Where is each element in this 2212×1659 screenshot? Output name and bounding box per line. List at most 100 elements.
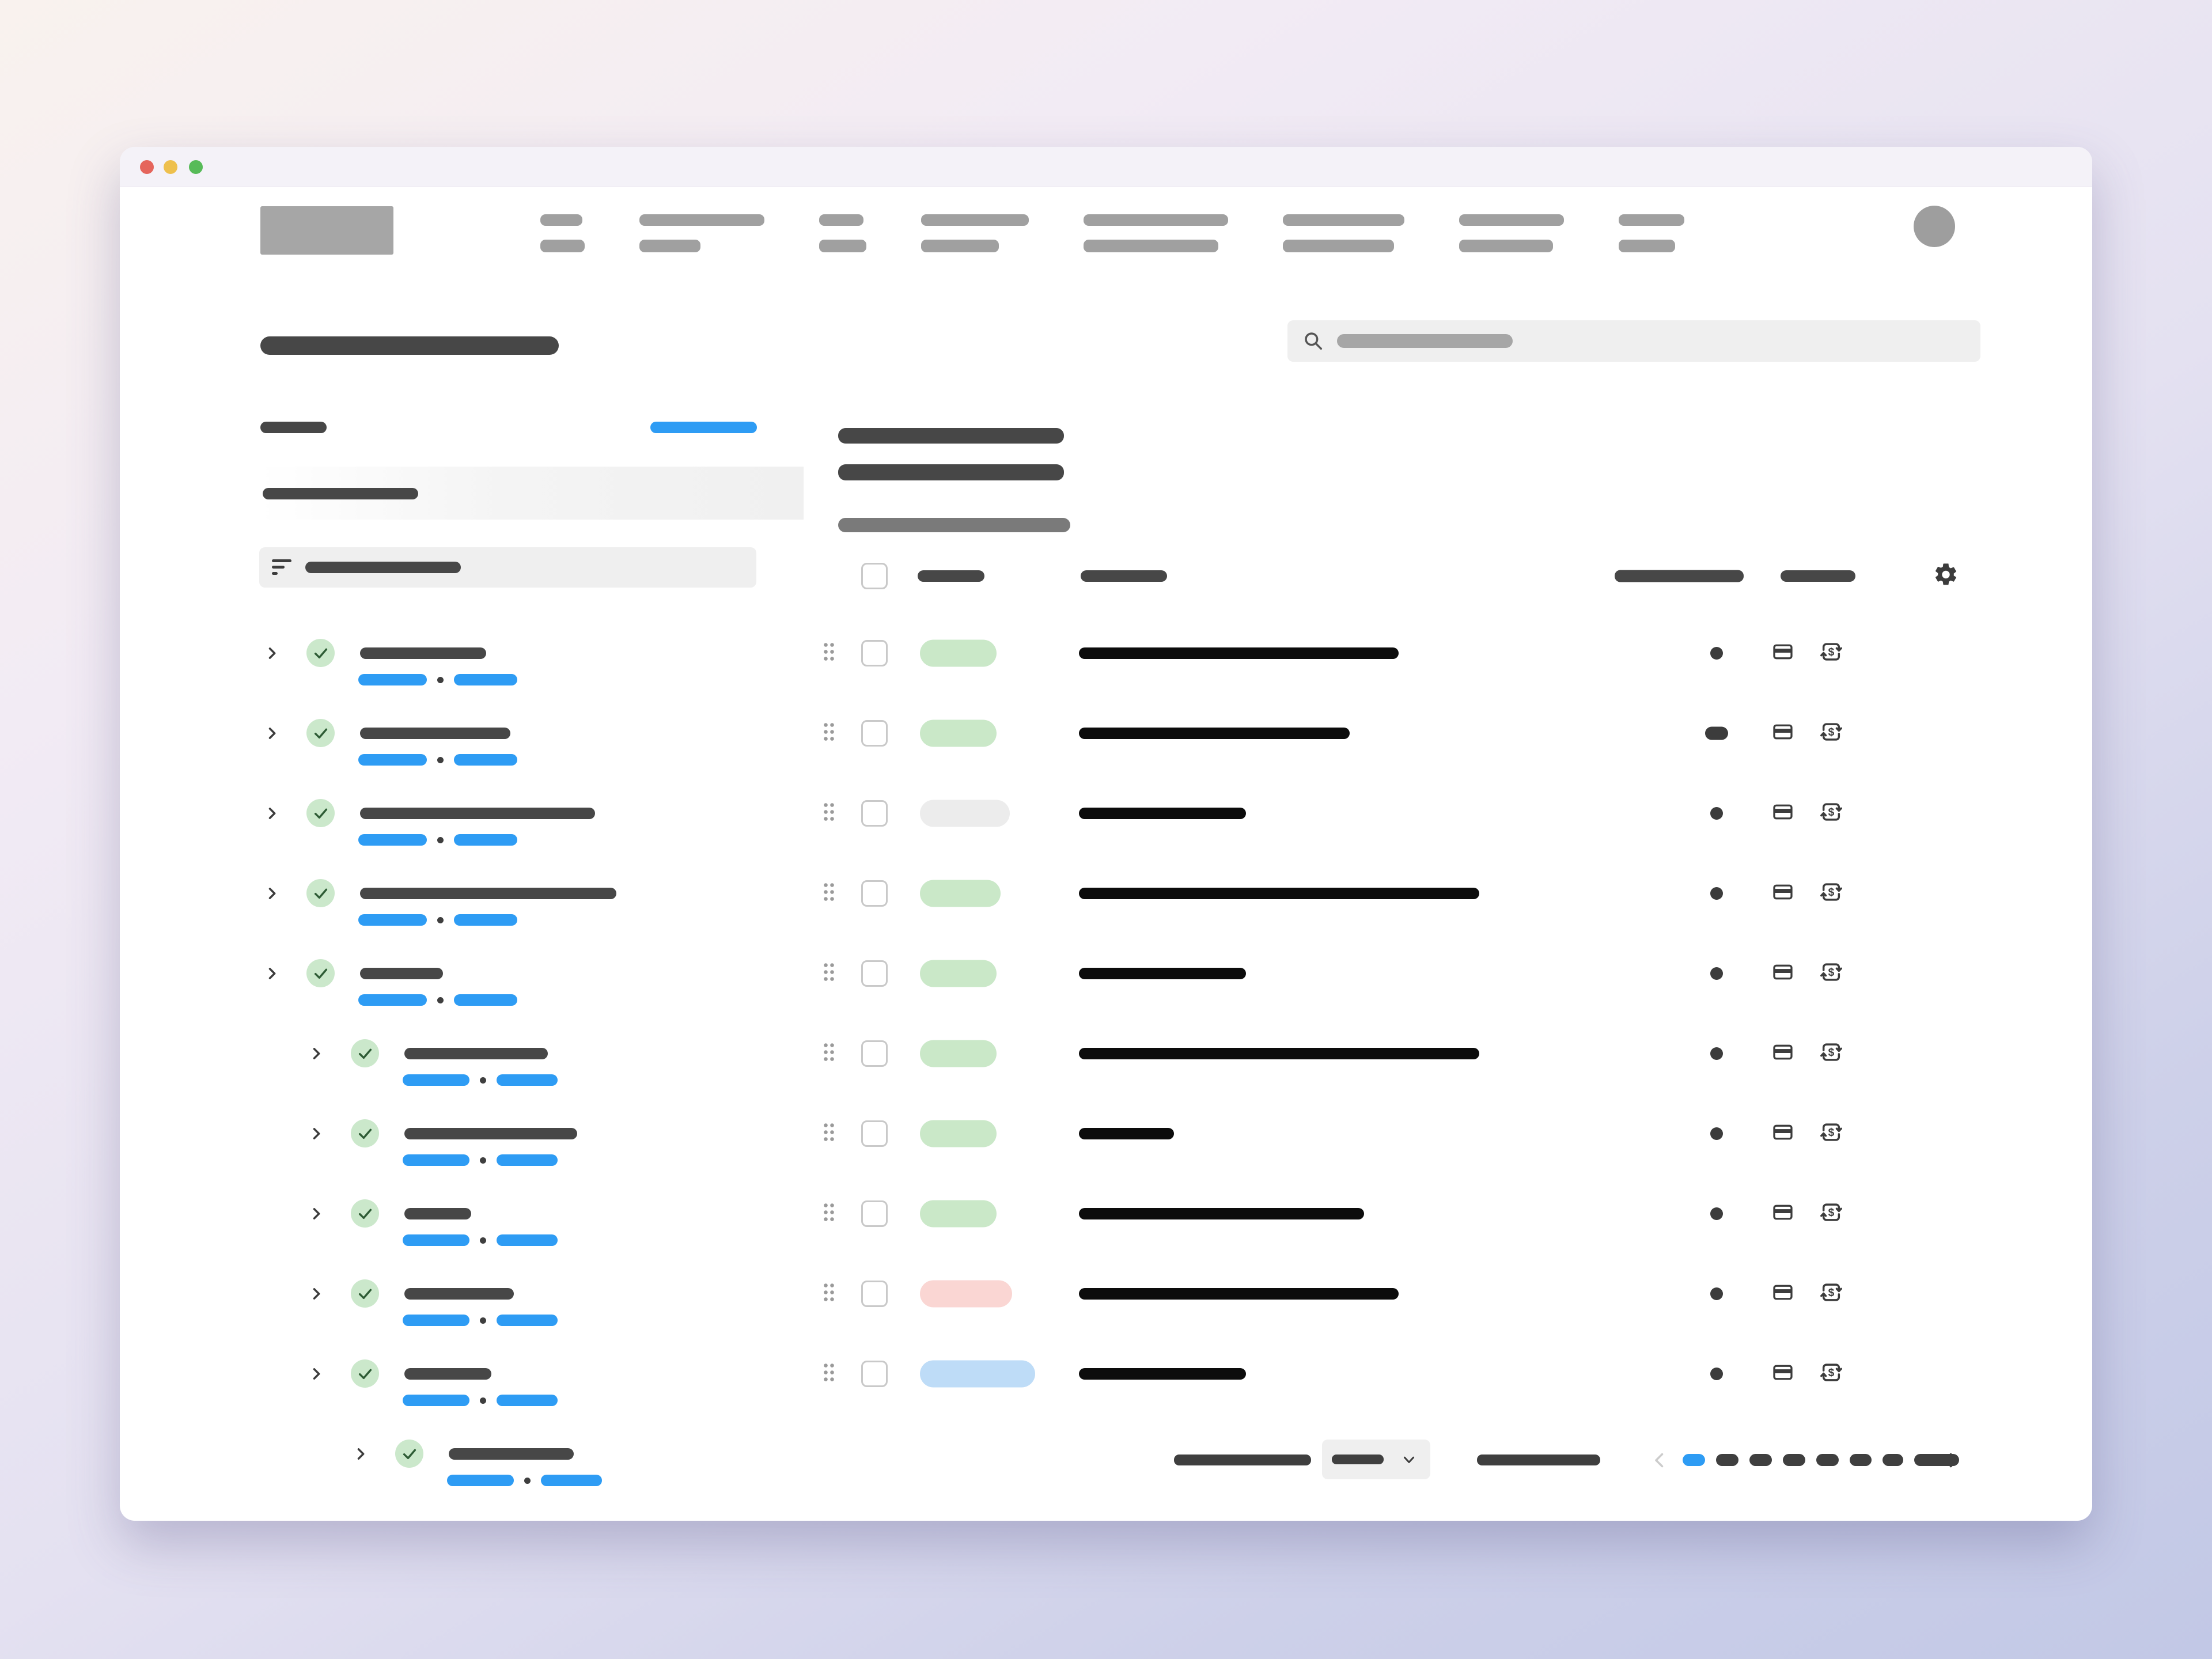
currency-sync-icon[interactable]: $ (1819, 800, 1844, 826)
close-button[interactable] (140, 160, 154, 174)
tree-item-link2[interactable] (497, 1074, 558, 1086)
chevron-right-icon[interactable] (308, 1126, 324, 1142)
chevron-right-icon[interactable] (308, 1366, 324, 1382)
active-tab[interactable] (259, 467, 804, 520)
drag-handle-icon[interactable] (823, 1282, 835, 1305)
tree-item-link1[interactable] (358, 994, 427, 1006)
row-checkbox[interactable] (861, 1200, 888, 1227)
nav-item-3[interactable] (819, 214, 866, 252)
tree-item-link1[interactable] (403, 1154, 469, 1166)
row-checkbox[interactable] (861, 1360, 888, 1387)
currency-sync-icon[interactable]: $ (1819, 960, 1844, 986)
page-button-current[interactable] (1683, 1454, 1705, 1466)
tree-item-link1[interactable] (358, 674, 427, 685)
chevron-right-icon[interactable] (264, 645, 280, 661)
row-checkbox[interactable] (861, 719, 888, 747)
tree-item-link1[interactable] (358, 914, 427, 926)
nav-item-6[interactable] (1283, 214, 1404, 252)
nav-item-1[interactable] (540, 214, 585, 252)
tree-item-link2[interactable] (454, 834, 517, 846)
filter-input[interactable] (259, 547, 756, 588)
row-checkbox[interactable] (861, 880, 888, 907)
currency-sync-icon[interactable]: $ (1819, 880, 1844, 906)
credit-card-icon[interactable] (1771, 1362, 1795, 1385)
nav-item-7[interactable] (1459, 214, 1564, 252)
chevron-right-icon[interactable] (308, 1206, 324, 1222)
tree-item-link2[interactable] (454, 994, 517, 1006)
row-checkbox[interactable] (861, 1280, 888, 1307)
row-checkbox[interactable] (861, 1040, 888, 1067)
chevron-right-icon[interactable] (264, 805, 280, 821)
page-size-select[interactable] (1322, 1440, 1430, 1479)
drag-handle-icon[interactable] (823, 1362, 835, 1385)
tree-item-link1[interactable] (403, 1234, 469, 1246)
search-input[interactable] (1287, 320, 1980, 362)
tree-item-link2[interactable] (497, 1395, 558, 1406)
drag-handle-icon[interactable] (823, 881, 835, 905)
drag-handle-icon[interactable] (823, 801, 835, 825)
tree-item-link2[interactable] (454, 674, 517, 685)
currency-sync-icon[interactable]: $ (1819, 1120, 1844, 1146)
nav-item-2[interactable] (639, 214, 764, 252)
zoom-button[interactable] (189, 160, 203, 174)
chevron-right-icon[interactable] (353, 1446, 369, 1462)
row-checkbox[interactable] (861, 800, 888, 827)
drag-handle-icon[interactable] (823, 1041, 835, 1065)
currency-sync-icon[interactable]: $ (1819, 1200, 1844, 1226)
chevron-right-icon[interactable] (1943, 1450, 1964, 1474)
chevron-right-icon[interactable] (308, 1286, 324, 1302)
credit-card-icon[interactable] (1771, 1282, 1795, 1305)
select-all-checkbox[interactable] (861, 563, 888, 589)
row-checkbox[interactable] (861, 960, 888, 987)
page-button[interactable] (1716, 1454, 1738, 1466)
drag-handle-icon[interactable] (823, 961, 835, 985)
tree-item-link2[interactable] (497, 1154, 558, 1166)
chevron-right-icon[interactable] (264, 725, 280, 741)
tree-item-link2[interactable] (541, 1475, 602, 1486)
row-checkbox[interactable] (861, 1120, 888, 1147)
page-button[interactable] (1783, 1454, 1805, 1466)
currency-sync-icon[interactable]: $ (1819, 640, 1844, 666)
credit-card-icon[interactable] (1771, 1041, 1795, 1065)
chevron-left-icon[interactable] (1649, 1450, 1670, 1474)
page-button[interactable] (1850, 1454, 1872, 1466)
gear-icon[interactable] (1933, 562, 1959, 591)
tree-item-link2[interactable] (454, 914, 517, 926)
drag-handle-icon[interactable] (823, 641, 835, 665)
page-button[interactable] (1883, 1454, 1903, 1466)
left-panel-action-button[interactable] (650, 422, 757, 433)
drag-handle-icon[interactable] (823, 1202, 835, 1225)
drag-handle-icon[interactable] (823, 721, 835, 745)
credit-card-icon[interactable] (1771, 641, 1795, 665)
chevron-right-icon[interactable] (264, 885, 280, 902)
credit-card-icon[interactable] (1771, 1202, 1795, 1225)
tree-item-link2[interactable] (497, 1315, 558, 1326)
currency-sync-icon[interactable]: $ (1819, 1361, 1844, 1387)
tree-item-link1[interactable] (403, 1074, 469, 1086)
minimize-button[interactable] (164, 160, 177, 174)
credit-card-icon[interactable] (1771, 801, 1795, 825)
page-button[interactable] (1914, 1454, 1959, 1466)
tree-item-link1[interactable] (358, 754, 427, 766)
nav-item-5[interactable] (1084, 214, 1228, 252)
tree-item-link1[interactable] (447, 1475, 514, 1486)
chevron-right-icon[interactable] (264, 965, 280, 982)
page-button[interactable] (1749, 1454, 1772, 1466)
page-button[interactable] (1816, 1454, 1839, 1466)
tree-item-link1[interactable] (403, 1315, 469, 1326)
currency-sync-icon[interactable]: $ (1819, 720, 1844, 746)
credit-card-icon[interactable] (1771, 721, 1795, 745)
currency-sync-icon[interactable]: $ (1819, 1040, 1844, 1066)
tree-item-link1[interactable] (358, 834, 427, 846)
chevron-right-icon[interactable] (308, 1046, 324, 1062)
tree-item-link2[interactable] (454, 754, 517, 766)
nav-item-8[interactable] (1619, 214, 1684, 252)
drag-handle-icon[interactable] (823, 1122, 835, 1145)
tree-item-link2[interactable] (497, 1234, 558, 1246)
credit-card-icon[interactable] (1771, 1122, 1795, 1145)
credit-card-icon[interactable] (1771, 881, 1795, 905)
credit-card-icon[interactable] (1771, 961, 1795, 985)
tree-item-link1[interactable] (403, 1395, 469, 1406)
row-checkbox[interactable] (861, 639, 888, 666)
nav-item-4[interactable] (921, 214, 1029, 252)
